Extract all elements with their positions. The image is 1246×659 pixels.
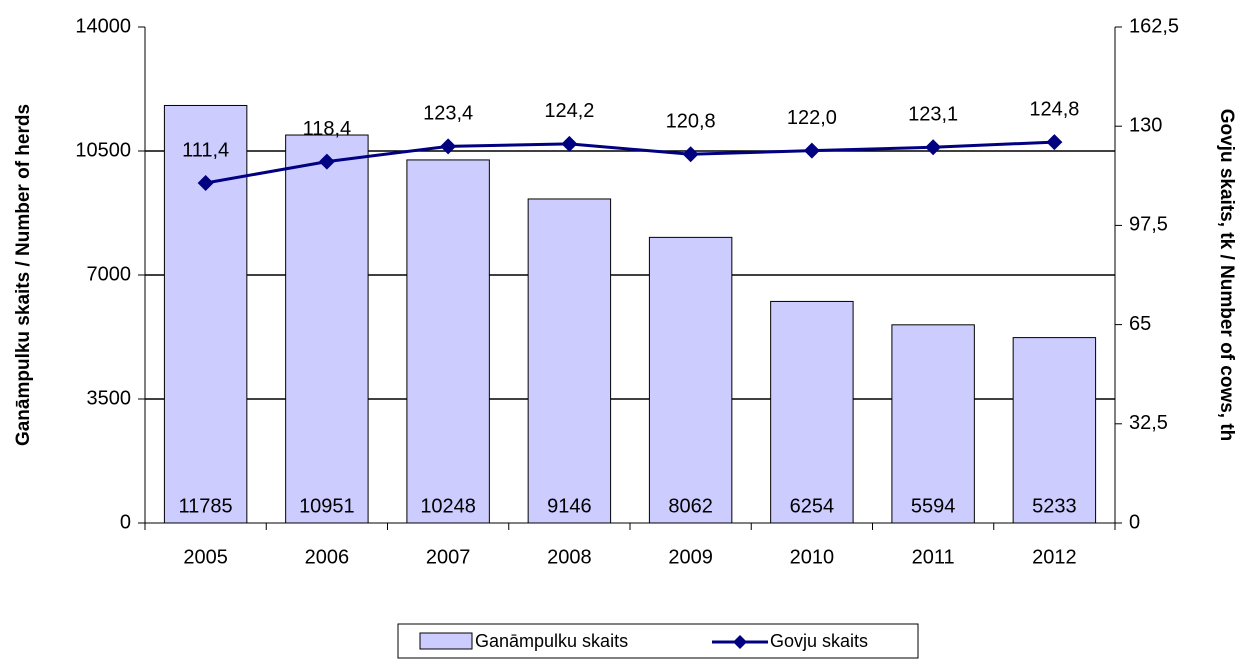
bar [406, 159, 490, 524]
x-tick-label: 2011 [912, 546, 955, 568]
bar [770, 300, 854, 524]
y2-tick-label: 65 [1129, 313, 1151, 335]
line-marker [925, 139, 942, 156]
y2-tick-label: 32,5 [1129, 412, 1168, 434]
line-value-label: 122,0 [787, 107, 837, 129]
line-marker [318, 153, 335, 170]
bar-value-label: 6254 [790, 495, 835, 517]
bar-value-label: 5233 [1032, 495, 1077, 517]
y-tick-label: 10500 [75, 139, 131, 161]
bar-value-label: 11785 [179, 495, 233, 517]
x-tick-label: 2007 [426, 546, 471, 568]
y2-tick-label: 130 [1129, 114, 1162, 136]
line-marker [803, 142, 820, 159]
x-tick-label: 2012 [1032, 546, 1077, 568]
bar [527, 198, 612, 524]
x-tick-label: 2006 [305, 546, 350, 568]
bar [648, 236, 733, 524]
y2-axis-title: Govju skaits, tk / Number of cows, th [1216, 109, 1237, 442]
legend-swatch [419, 632, 473, 650]
line-marker [682, 146, 699, 163]
legend-label: Govju skaits [770, 631, 868, 651]
legend-marker [733, 635, 747, 649]
y2-tick-label: 97,5 [1129, 214, 1168, 236]
x-tick-label: 2008 [547, 546, 592, 568]
x-tick-label: 2009 [668, 546, 713, 568]
x-tick-label: 2005 [183, 546, 228, 568]
y2-tick-label: 162,5 [1129, 15, 1179, 37]
bar-value-label: 9146 [547, 495, 592, 517]
y-tick-label: 14000 [75, 15, 131, 37]
bar-value-label: 10248 [420, 495, 476, 517]
line [205, 140, 1055, 185]
line-marker [561, 135, 578, 152]
y-tick-label: 0 [120, 511, 131, 533]
y-axis-title: Ganāmpulku skaits / Number of herds [13, 104, 34, 446]
line-marker [197, 174, 214, 191]
bar-value-label: 8062 [668, 495, 713, 517]
bar [163, 104, 248, 524]
bar [891, 324, 975, 524]
x-tick-label: 2010 [790, 546, 835, 568]
line-value-label: 123,1 [908, 104, 958, 126]
legend-box [397, 623, 919, 659]
line-value-label: 124,2 [544, 100, 594, 122]
line-value-label: 111,4 [182, 139, 229, 161]
bar-value-label: 10951 [299, 495, 355, 517]
y-tick-label: 7000 [87, 263, 132, 285]
bar [285, 134, 369, 524]
line-marker [1046, 134, 1063, 151]
line-marker [440, 138, 457, 155]
line-value-label: 120,8 [666, 111, 716, 133]
bar-value-label: 5594 [911, 495, 956, 517]
y-tick-label: 3500 [87, 387, 132, 409]
line-value-label: 123,4 [423, 103, 473, 125]
y2-tick-label: 0 [1129, 511, 1140, 533]
legend-label: Ganāmpulku skaits [475, 631, 628, 651]
line-value-label: 118,4 [303, 118, 352, 140]
line-value-label: 124,8 [1029, 98, 1079, 120]
